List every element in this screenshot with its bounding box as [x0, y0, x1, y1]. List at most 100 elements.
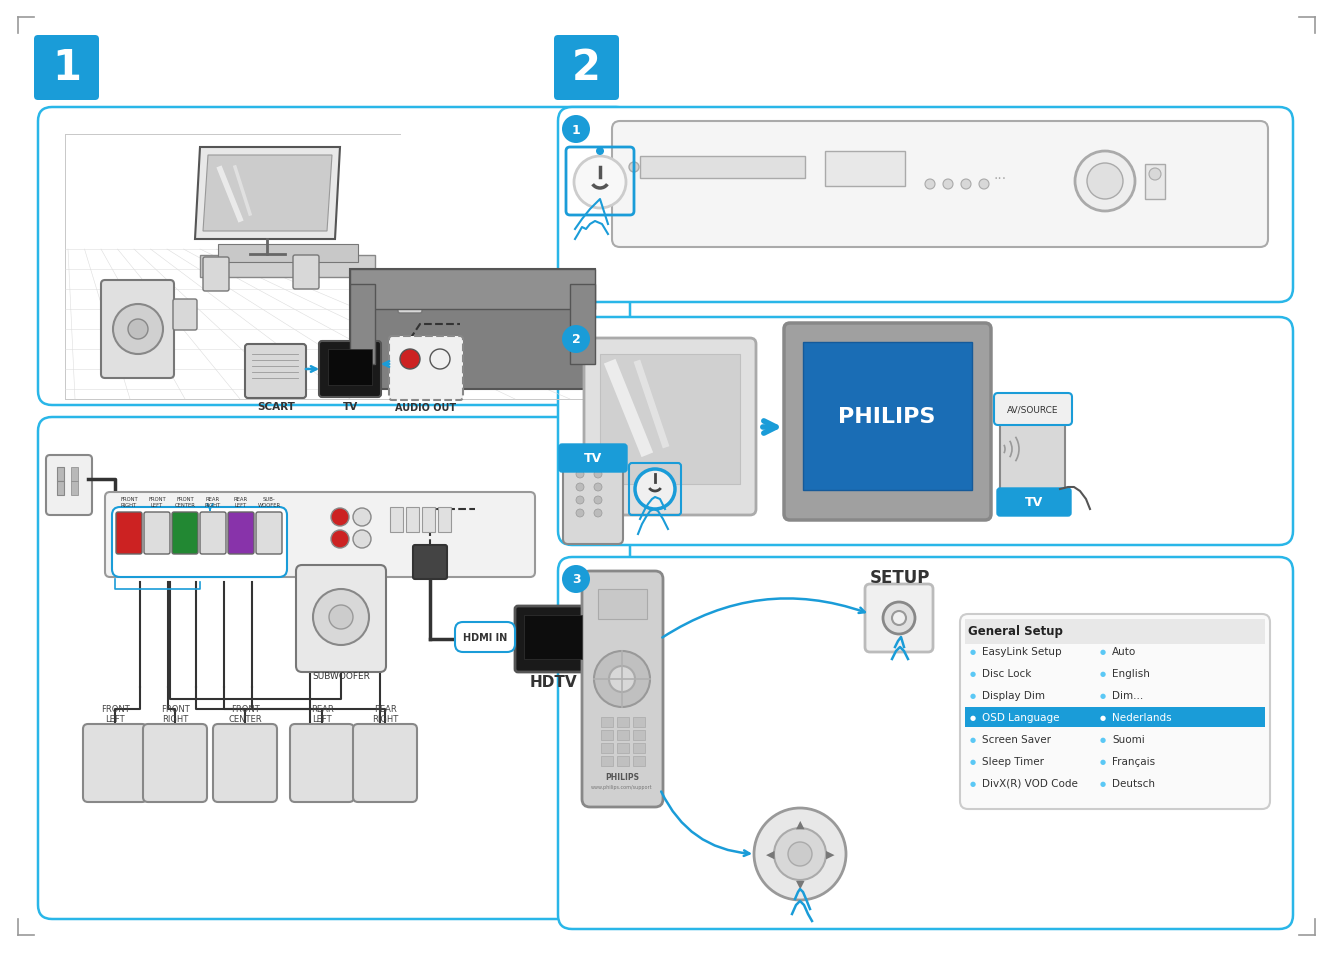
Text: ●: ●: [1100, 692, 1106, 699]
Text: ●: ●: [970, 759, 976, 764]
Text: ▼: ▼: [796, 879, 804, 889]
Circle shape: [563, 116, 591, 144]
Circle shape: [329, 605, 353, 629]
FancyBboxPatch shape: [563, 455, 623, 544]
Circle shape: [313, 589, 369, 645]
FancyBboxPatch shape: [584, 338, 756, 516]
FancyBboxPatch shape: [515, 606, 591, 672]
Text: ▲: ▲: [796, 820, 804, 829]
Bar: [1145, 165, 1165, 200]
Bar: [633, 718, 645, 727]
Bar: [391, 507, 403, 533]
Text: SUB-
WOOFER: SUB- WOOFER: [257, 497, 280, 507]
Circle shape: [128, 319, 148, 339]
Circle shape: [563, 565, 591, 594]
Bar: [633, 757, 645, 766]
Bar: [247, 525, 260, 537]
Bar: [71, 468, 79, 481]
FancyBboxPatch shape: [296, 565, 387, 672]
Bar: [192, 525, 207, 537]
FancyBboxPatch shape: [101, 281, 175, 378]
Bar: [328, 350, 372, 386]
Text: DivX(R) VOD Code: DivX(R) VOD Code: [982, 779, 1078, 788]
Text: Screen Saver: Screen Saver: [982, 734, 1050, 744]
Text: OSD Language: OSD Language: [982, 712, 1060, 722]
Circle shape: [353, 531, 371, 548]
Bar: [219, 245, 359, 263]
Bar: [601, 730, 613, 740]
Circle shape: [353, 509, 371, 526]
Circle shape: [1149, 169, 1161, 181]
Text: ●: ●: [1100, 670, 1106, 677]
FancyBboxPatch shape: [389, 336, 463, 400]
Text: Disc Lock: Disc Lock: [982, 668, 1032, 679]
Text: REAR
RIGHT: REAR RIGHT: [372, 704, 399, 723]
Text: HDTV: HDTV: [529, 675, 577, 689]
Circle shape: [576, 483, 584, 492]
FancyBboxPatch shape: [583, 572, 663, 807]
Text: www.philips.com/support: www.philips.com/support: [592, 784, 653, 790]
FancyBboxPatch shape: [865, 584, 933, 652]
Text: ●: ●: [1100, 714, 1106, 720]
Circle shape: [576, 510, 584, 517]
Bar: [825, 152, 905, 187]
Circle shape: [576, 471, 584, 478]
Text: AV/SOURCE: AV/SOURCE: [1008, 405, 1058, 414]
FancyBboxPatch shape: [559, 108, 1293, 303]
Text: 1: 1: [52, 48, 81, 90]
Text: ▶: ▶: [825, 849, 834, 859]
FancyBboxPatch shape: [559, 444, 627, 473]
Circle shape: [788, 842, 812, 866]
Text: Dim...: Dim...: [1112, 690, 1144, 700]
Text: 1: 1: [572, 123, 580, 136]
FancyBboxPatch shape: [784, 324, 990, 520]
Bar: [57, 468, 64, 481]
FancyBboxPatch shape: [997, 489, 1070, 517]
Circle shape: [575, 157, 627, 209]
Bar: [423, 507, 435, 533]
FancyBboxPatch shape: [245, 345, 307, 398]
Bar: [601, 718, 613, 727]
Text: REAR
RIGHT: REAR RIGHT: [205, 497, 221, 507]
Circle shape: [774, 828, 826, 880]
Text: REAR
LEFT: REAR LEFT: [233, 497, 248, 507]
Bar: [211, 525, 224, 537]
Circle shape: [892, 612, 906, 625]
Text: HDMI IN: HDMI IN: [463, 633, 507, 642]
Bar: [802, 343, 972, 491]
Bar: [120, 525, 135, 537]
Text: Deutsch: Deutsch: [1112, 779, 1154, 788]
Circle shape: [942, 180, 953, 190]
FancyBboxPatch shape: [960, 615, 1270, 809]
FancyBboxPatch shape: [39, 108, 631, 406]
Text: FRONT
RIGHT: FRONT RIGHT: [160, 704, 189, 723]
Text: ●: ●: [1100, 781, 1106, 786]
Text: Sleep Timer: Sleep Timer: [982, 757, 1044, 766]
Circle shape: [925, 180, 934, 190]
Polygon shape: [351, 270, 595, 390]
Text: ●: ●: [970, 670, 976, 677]
FancyBboxPatch shape: [200, 513, 227, 555]
Bar: [633, 730, 645, 740]
Text: FRONT
RIGHT: FRONT RIGHT: [120, 497, 137, 507]
Bar: [139, 525, 152, 537]
FancyBboxPatch shape: [1000, 410, 1065, 510]
Text: English: English: [1112, 668, 1150, 679]
FancyBboxPatch shape: [319, 341, 381, 397]
Bar: [192, 507, 207, 521]
FancyBboxPatch shape: [291, 724, 355, 802]
FancyBboxPatch shape: [413, 545, 447, 579]
Bar: [351, 285, 375, 365]
FancyBboxPatch shape: [612, 122, 1268, 248]
Bar: [965, 619, 1265, 644]
Text: SUBWOOFER: SUBWOOFER: [312, 671, 371, 680]
Bar: [57, 481, 64, 496]
Text: ●: ●: [1100, 759, 1106, 764]
Bar: [228, 507, 243, 521]
Bar: [601, 757, 613, 766]
Bar: [617, 718, 629, 727]
Circle shape: [563, 326, 591, 354]
Text: ●: ●: [970, 781, 976, 786]
Text: Suomi: Suomi: [1112, 734, 1145, 744]
Text: ●: ●: [970, 692, 976, 699]
